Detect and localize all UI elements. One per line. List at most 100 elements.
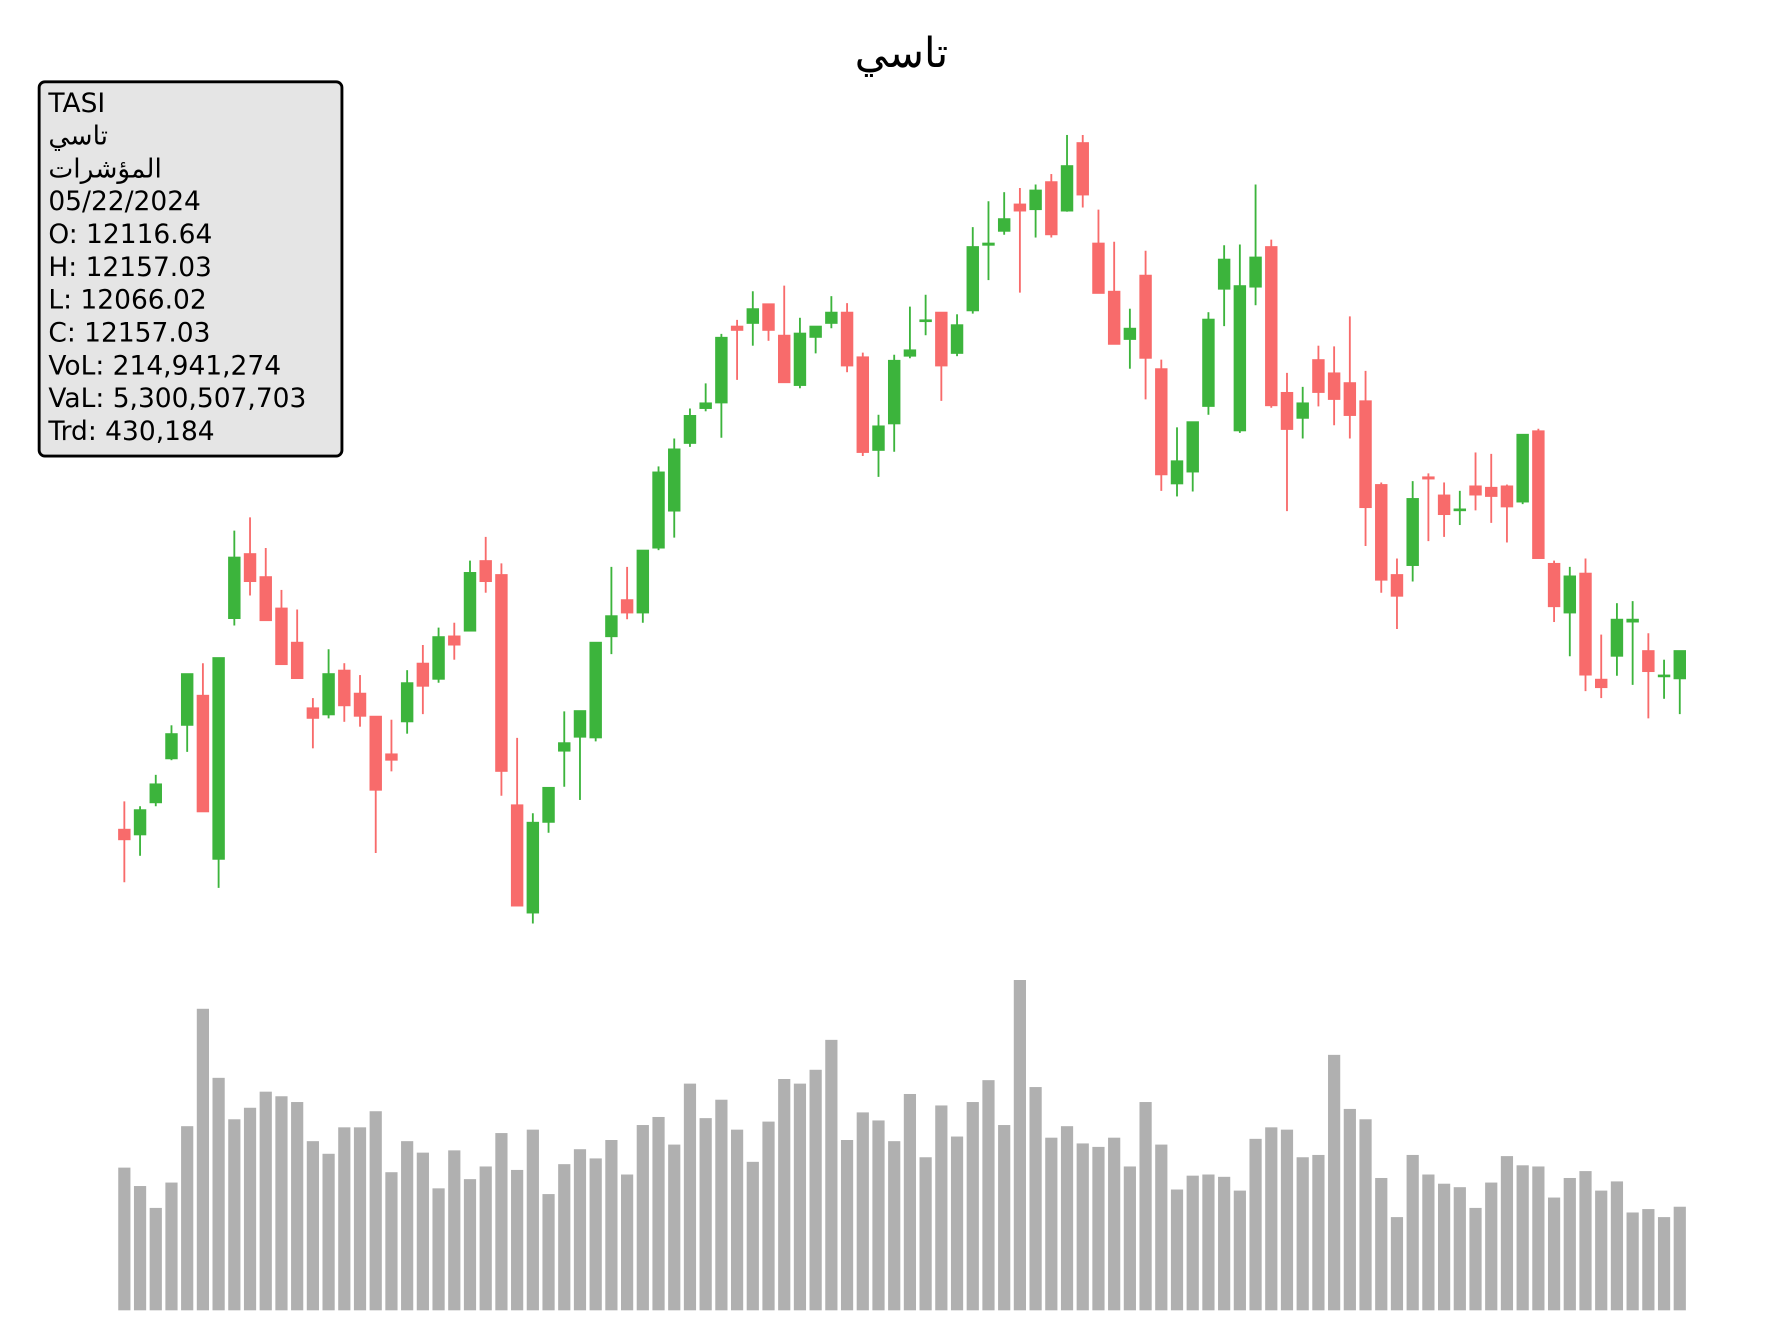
volume-bar: [1249, 1138, 1262, 1311]
volume-bar: [1390, 1217, 1404, 1311]
candle-body: [1610, 618, 1624, 657]
info-line: H: 12157.03: [48, 252, 212, 283]
info-box-frame: [37, 80, 344, 458]
chart-title: تاسي: [855, 29, 948, 78]
candle-body: [1485, 486, 1498, 497]
candle-body: [212, 657, 225, 860]
candle-body: [416, 662, 430, 687]
volume-bar: [1673, 1206, 1686, 1311]
volume-bar: [1312, 1154, 1325, 1311]
volume-bar: [1563, 1177, 1576, 1311]
candle-body: [558, 742, 571, 752]
candle-body: [369, 715, 382, 791]
info-line: تاسي: [48, 121, 108, 152]
volume-bar: [448, 1150, 461, 1311]
volume-bar: [950, 1136, 964, 1311]
volume-bar: [872, 1120, 885, 1311]
candle-body: [778, 334, 791, 384]
candle-body: [1500, 485, 1514, 508]
candle-body: [322, 673, 335, 716]
candle-body: [840, 311, 854, 367]
candle-body: [243, 553, 257, 583]
candle-body: [1249, 256, 1262, 288]
volume-bar: [1108, 1137, 1121, 1311]
info-line: TASI: [47, 88, 105, 119]
candle-body: [275, 607, 288, 666]
candle-body: [1186, 421, 1199, 473]
candle-body: [400, 682, 414, 723]
candle-body: [463, 572, 477, 632]
volume-bar: [322, 1153, 335, 1311]
volume-bar: [1155, 1144, 1168, 1311]
volume-bar: [1642, 1209, 1655, 1311]
volume-bar: [1170, 1189, 1184, 1311]
candle-body: [432, 636, 445, 680]
info-line: L: 12066.02: [48, 285, 206, 316]
candle-body: [620, 599, 634, 614]
candle-body: [793, 332, 807, 386]
candle-body: [1092, 242, 1105, 294]
volume-bar: [1123, 1166, 1136, 1311]
candle-body: [479, 560, 492, 583]
volume-bar: [1280, 1129, 1294, 1311]
volume-bar: [385, 1172, 398, 1311]
volume-bar: [1532, 1166, 1545, 1311]
candle-body: [1327, 372, 1341, 400]
volume-bar: [1265, 1127, 1278, 1311]
volume-bar: [1343, 1108, 1356, 1311]
volume-bar: [1029, 1087, 1042, 1311]
candle-body: [510, 804, 524, 907]
info-line: VaL: 5,300,507,703: [48, 383, 306, 414]
candle-body: [652, 471, 665, 549]
volume-bar: [1202, 1174, 1215, 1311]
volume-bar: [1422, 1174, 1435, 1311]
candle-body: [118, 828, 131, 841]
volume-bar: [1013, 980, 1026, 1311]
volume-bar: [479, 1166, 492, 1311]
volume-bar: [715, 1099, 728, 1311]
volume-bar: [1485, 1182, 1498, 1311]
candle-body: [589, 641, 602, 739]
candle-body: [1532, 430, 1545, 559]
volume-bar: [621, 1174, 634, 1311]
candle-body: [1547, 562, 1561, 608]
candle-body: [1359, 400, 1372, 509]
volume-bar: [1359, 1119, 1372, 1311]
candle-body: [542, 786, 555, 823]
info-line: C: 12157.03: [48, 317, 210, 348]
volume-bar: [1610, 1181, 1624, 1311]
info-line: O: 12116.64: [48, 219, 212, 250]
volume-bar: [809, 1069, 822, 1311]
volume-bar: [1453, 1187, 1466, 1311]
info-line: VoL: 214,941,274: [48, 350, 281, 381]
volume-bar: [1579, 1171, 1592, 1311]
candle-body: [1280, 391, 1294, 430]
volume-bar: [1626, 1212, 1639, 1311]
volume-bar: [369, 1111, 382, 1311]
volume-bar: [668, 1144, 681, 1311]
candle-body: [856, 356, 869, 453]
volume-bar: [1438, 1183, 1451, 1311]
candle-body: [746, 308, 760, 324]
volume-bar: [118, 1167, 131, 1311]
volume-bar: [589, 1158, 602, 1311]
candle-body: [1595, 678, 1608, 689]
candle-body: [1642, 650, 1655, 673]
volume-bar: [919, 1157, 932, 1311]
candle-body: [149, 783, 162, 804]
volume-bar: [966, 1102, 979, 1311]
candle-body: [683, 415, 697, 444]
volume-bar: [1328, 1054, 1341, 1311]
candle-body: [919, 319, 932, 323]
volume-bar: [1233, 1190, 1246, 1311]
volume-bar: [1500, 1156, 1514, 1311]
volume-bar: [1076, 1143, 1089, 1311]
candle-body: [1076, 142, 1089, 196]
candle-body: [1013, 203, 1027, 212]
volume-bar: [165, 1182, 178, 1311]
info-line: Trd: 430,184: [47, 416, 214, 447]
candle-body: [605, 615, 618, 638]
candle-body: [1123, 327, 1137, 340]
candle-body: [259, 576, 272, 622]
